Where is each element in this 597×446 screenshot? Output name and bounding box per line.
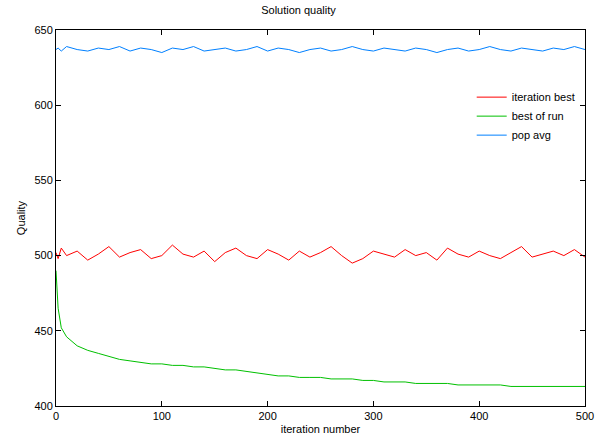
svg-text:200: 200: [258, 410, 276, 422]
svg-text:400: 400: [34, 400, 52, 412]
svg-text:300: 300: [364, 410, 382, 422]
svg-text:600: 600: [34, 99, 52, 111]
svg-text:best of run: best of run: [512, 110, 564, 122]
svg-text:pop avg: pop avg: [512, 129, 551, 141]
svg-text:500: 500: [576, 410, 594, 422]
svg-text:550: 550: [34, 174, 52, 186]
svg-text:Quality: Quality: [15, 200, 27, 235]
svg-text:0: 0: [53, 410, 59, 422]
svg-text:450: 450: [34, 325, 52, 337]
svg-text:500: 500: [34, 249, 52, 261]
svg-text:iteration best: iteration best: [512, 91, 575, 103]
svg-text:400: 400: [470, 410, 488, 422]
svg-text:650: 650: [34, 24, 52, 36]
svg-text:Solution quality: Solution quality: [261, 4, 336, 16]
svg-text:iteration number: iteration number: [281, 423, 361, 435]
svg-text:100: 100: [153, 410, 171, 422]
